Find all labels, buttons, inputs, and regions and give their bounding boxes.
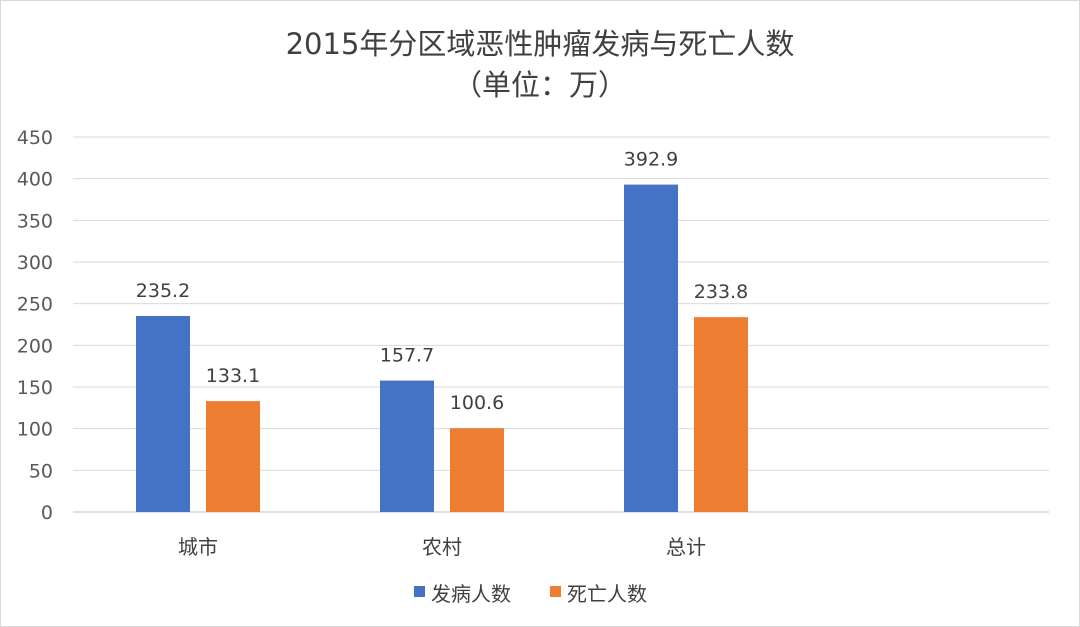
- bar: [450, 428, 504, 512]
- y-axis-ticks: 0 50 100 150 200 250 300 350 400 450: [17, 127, 53, 524]
- data-label: 100.6: [450, 392, 504, 414]
- bar: [380, 380, 434, 512]
- chart-title: 2015年分区域恶性肿瘤发病与死亡人数: [286, 27, 795, 61]
- bar: [136, 316, 190, 512]
- bar: [624, 184, 678, 513]
- legend-label: 死亡人数: [567, 582, 647, 606]
- y-tick-label: 50: [29, 460, 53, 482]
- x-axis-categories: 城市 农村 总计: [178, 535, 706, 559]
- y-tick-label: 400: [17, 169, 53, 191]
- y-tick-label: 450: [17, 127, 53, 149]
- y-tick-label: 100: [17, 419, 53, 441]
- bar: [206, 401, 260, 512]
- y-tick-label: 150: [17, 377, 53, 399]
- legend-label: 发病人数: [431, 582, 511, 606]
- legend-swatch: [414, 586, 425, 597]
- data-label: 392.9: [624, 149, 678, 171]
- y-tick-label: 200: [17, 335, 53, 357]
- data-labels: 235.2 133.1 157.7 100.6 392.9 233.8: [136, 149, 748, 415]
- data-label: 157.7: [380, 345, 434, 367]
- y-tick-label: 350: [17, 210, 53, 232]
- category-label: 总计: [666, 535, 706, 559]
- data-label: 235.2: [136, 280, 190, 302]
- y-tick-label: 0: [41, 502, 53, 524]
- data-label: 233.8: [694, 281, 748, 303]
- legend: 发病人数 死亡人数: [414, 582, 647, 606]
- chart-subtitle: （单位：万）: [453, 68, 627, 102]
- y-tick-label: 300: [17, 252, 53, 274]
- category-label: 城市: [178, 535, 218, 559]
- legend-swatch: [550, 586, 561, 597]
- category-label: 农村: [422, 535, 462, 559]
- bars: [136, 184, 748, 513]
- bar: [694, 317, 748, 512]
- data-label: 133.1: [206, 365, 260, 387]
- y-tick-label: 250: [17, 294, 53, 316]
